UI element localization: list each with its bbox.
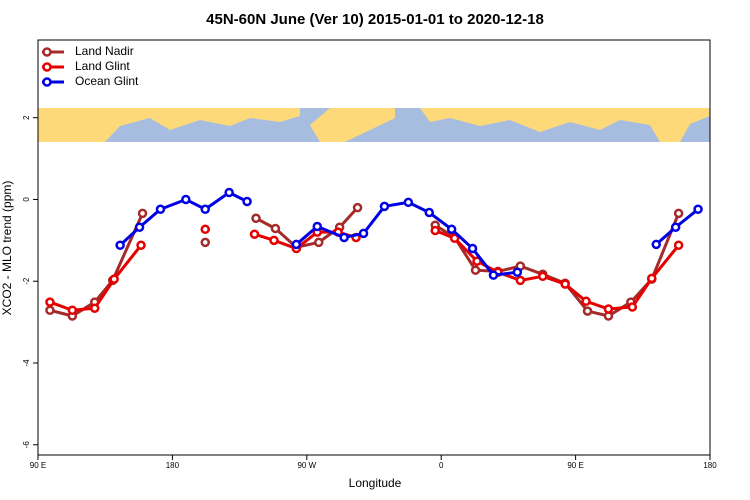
x-tick-label: 90 E <box>567 461 583 470</box>
y-tick-label: -6 <box>22 441 31 449</box>
point <box>136 240 146 251</box>
point <box>693 204 703 215</box>
point <box>291 239 302 250</box>
point <box>67 305 78 316</box>
legend-label: Land Glint <box>75 59 130 73</box>
x-tick-label: 0 <box>439 461 444 470</box>
x-axis-label: Longitude <box>349 476 402 490</box>
point <box>581 296 591 307</box>
legend-marker <box>42 47 52 57</box>
point <box>488 270 499 280</box>
point <box>251 213 261 224</box>
chart-title: 45N-60N June (Ver 10) 2015-01-01 to 2020… <box>206 11 544 28</box>
point <box>312 221 323 232</box>
point <box>403 197 414 208</box>
map-band <box>38 108 710 142</box>
point <box>155 204 166 215</box>
point <box>472 256 482 266</box>
point <box>137 208 148 219</box>
point <box>269 235 279 246</box>
legend-marker <box>42 62 52 72</box>
point <box>249 229 260 239</box>
legend-label: Ocean Glint <box>75 74 139 88</box>
x-tick-label: 180 <box>166 461 180 470</box>
x-tick-label: 180 <box>703 461 717 470</box>
point <box>470 265 481 275</box>
point <box>537 271 548 282</box>
point <box>200 237 211 248</box>
x-tick-label: 90 E <box>30 461 46 470</box>
point <box>109 274 119 284</box>
y-tick-label: -2 <box>22 277 31 285</box>
point <box>446 224 457 235</box>
point <box>603 304 614 314</box>
point <box>89 303 100 313</box>
point <box>424 207 435 218</box>
point <box>449 233 460 244</box>
x-tick-label: 90 W <box>297 461 316 470</box>
point <box>651 239 661 250</box>
point <box>670 222 681 233</box>
point <box>358 228 369 239</box>
point <box>560 279 570 289</box>
point <box>430 225 440 236</box>
point <box>352 202 363 213</box>
legend-label: Land Nadir <box>75 44 134 58</box>
point <box>627 302 638 312</box>
point <box>242 196 252 207</box>
point <box>45 297 55 307</box>
point <box>115 240 125 251</box>
point <box>339 232 349 243</box>
point <box>134 222 145 233</box>
point <box>647 273 657 284</box>
y-tick-label: 0 <box>22 197 31 202</box>
plot-frame <box>37 39 711 456</box>
point <box>467 243 478 254</box>
point <box>313 237 324 248</box>
point <box>200 224 211 235</box>
point <box>673 208 684 219</box>
point <box>673 240 684 251</box>
point <box>45 305 55 316</box>
point <box>270 223 281 234</box>
point <box>224 187 234 198</box>
point <box>512 267 523 277</box>
point <box>200 204 211 215</box>
point <box>379 201 390 212</box>
point <box>515 275 526 286</box>
y-axis-label: XCO2 - MLO trend (ppm) <box>0 181 14 316</box>
legend-marker <box>42 77 52 87</box>
point <box>181 194 191 205</box>
point <box>582 306 593 316</box>
y-tick-label: -4 <box>22 359 31 367</box>
y-tick-label: 2 <box>22 115 31 120</box>
